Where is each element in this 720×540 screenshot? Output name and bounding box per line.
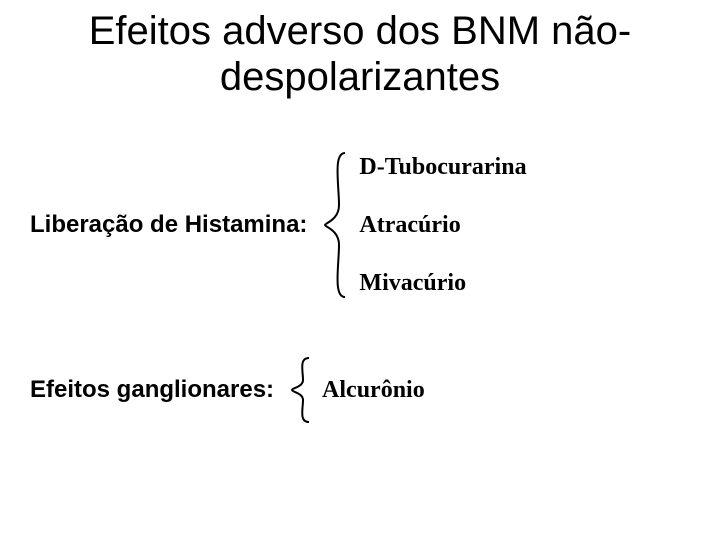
group-ganglionic-items: Alcurônio — [322, 360, 425, 420]
group-histamine-label: Liberação de Histamina: — [30, 211, 307, 239]
group-ganglionic-label: Efeitos ganglionares: — [30, 376, 274, 404]
brace-icon — [321, 150, 351, 300]
slide: Efeitos adverso dos BNM não-despolarizan… — [0, 0, 720, 540]
group-histamine: Liberação de Histamina: D-Tubocurarina A… — [30, 150, 527, 300]
list-item: Mivacúrio — [359, 271, 526, 295]
brace-icon — [288, 355, 314, 425]
list-item: D-Tubocurarina — [359, 155, 526, 179]
group-histamine-items: D-Tubocurarina Atracúrio Mivacúrio — [359, 155, 526, 295]
list-item: Atracúrio — [359, 213, 526, 237]
group-ganglionic: Efeitos ganglionares: Alcurônio — [30, 355, 425, 425]
list-item: Alcurônio — [322, 378, 425, 402]
page-title: Efeitos adverso dos BNM não-despolarizan… — [20, 8, 700, 100]
